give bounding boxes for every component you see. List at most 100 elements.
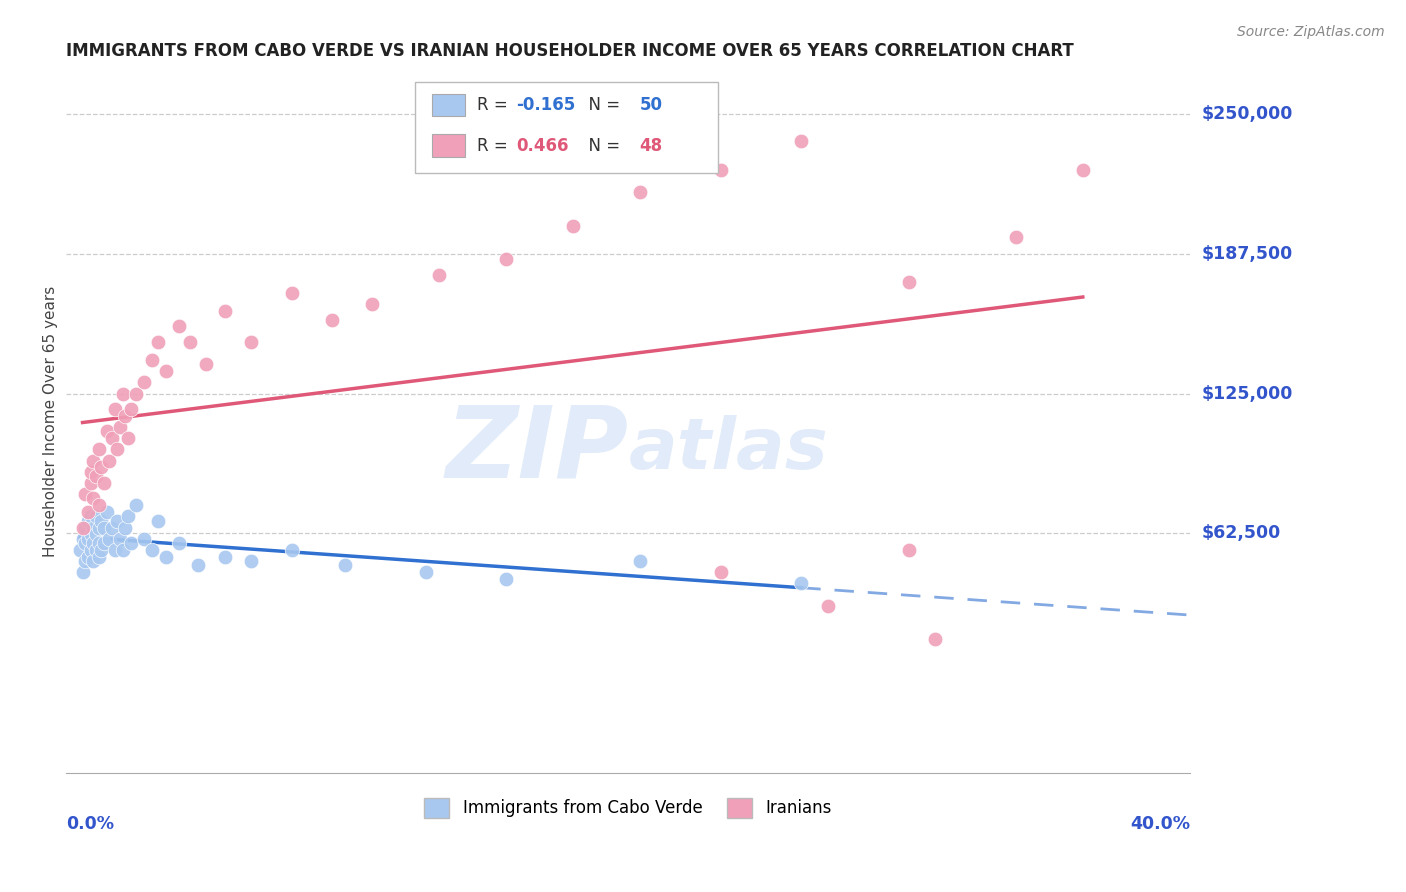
Point [155,549,177,564]
Point [72,520,94,534]
Point [79,465,101,479]
Point [628,554,651,568]
Point [84,469,107,483]
Point [93,520,115,534]
Point [90,514,112,528]
Point [72,565,94,579]
Text: $125,000: $125,000 [1201,384,1292,402]
Point [710,163,733,178]
Point [240,554,263,568]
Text: R =: R = [477,136,513,154]
Point [141,353,163,368]
Point [84,527,107,541]
Point [134,532,156,546]
Text: R =: R = [477,95,513,114]
Point [108,420,131,434]
FancyBboxPatch shape [432,94,465,116]
Point [427,268,450,282]
Point [82,453,104,467]
Text: 0.466: 0.466 [516,136,568,154]
Point [897,275,920,289]
Point [146,335,169,350]
Point [87,442,110,457]
Point [117,431,139,445]
Point [108,532,131,546]
Point [104,542,127,557]
Point [98,532,121,546]
Point [77,505,100,519]
Point [79,542,101,557]
Point [111,542,134,557]
Text: $250,000: $250,000 [1201,105,1292,123]
Point [77,549,100,564]
Point [562,219,585,233]
Point [75,536,97,550]
Point [98,453,121,467]
Point [187,558,209,573]
Point [104,402,127,417]
Point [114,520,136,534]
Point [84,509,107,524]
Point [107,442,129,457]
Point [710,565,733,579]
Point [79,527,101,541]
Point [69,542,91,557]
Point [214,549,236,564]
Text: $187,500: $187,500 [1201,245,1292,263]
Point [87,549,110,564]
Point [790,134,813,148]
Point [75,554,97,568]
Point [120,402,142,417]
Point [79,509,101,524]
Text: 50: 50 [640,95,662,114]
Point [77,532,100,546]
Point [87,498,110,512]
Legend: Immigrants from Cabo Verde, Iranians: Immigrants from Cabo Verde, Iranians [418,791,839,825]
Y-axis label: Householder Income Over 65 years: Householder Income Over 65 years [44,285,58,557]
Text: 48: 48 [640,136,662,154]
Text: atlas: atlas [628,415,828,484]
Text: N =: N = [578,136,626,154]
Point [924,632,946,647]
Point [134,376,156,390]
Point [280,285,302,300]
Point [114,409,136,423]
Point [167,319,190,334]
Point [101,520,124,534]
Point [96,505,118,519]
Point [82,520,104,534]
Point [628,186,651,200]
Point [82,536,104,550]
Point [90,542,112,557]
Text: $62,500: $62,500 [1201,524,1281,542]
Text: 40.0%: 40.0% [1130,815,1189,833]
Point [93,536,115,550]
Point [280,542,302,557]
Point [214,304,236,318]
Point [90,460,112,475]
Point [77,514,100,528]
Point [361,297,384,311]
Point [96,425,118,439]
Point [82,554,104,568]
Point [117,509,139,524]
Text: 0.0%: 0.0% [66,815,114,833]
Point [321,313,343,327]
Point [240,335,263,350]
Point [179,335,201,350]
Point [155,364,177,378]
Point [495,572,517,586]
Text: N =: N = [578,95,626,114]
Point [75,520,97,534]
Point [87,536,110,550]
Text: -0.165: -0.165 [516,95,575,114]
Point [194,358,217,372]
Point [111,386,134,401]
Point [790,576,813,591]
Point [101,431,124,445]
Point [897,542,920,557]
Point [79,475,101,490]
Point [125,498,148,512]
Point [120,536,142,550]
Point [141,542,163,557]
